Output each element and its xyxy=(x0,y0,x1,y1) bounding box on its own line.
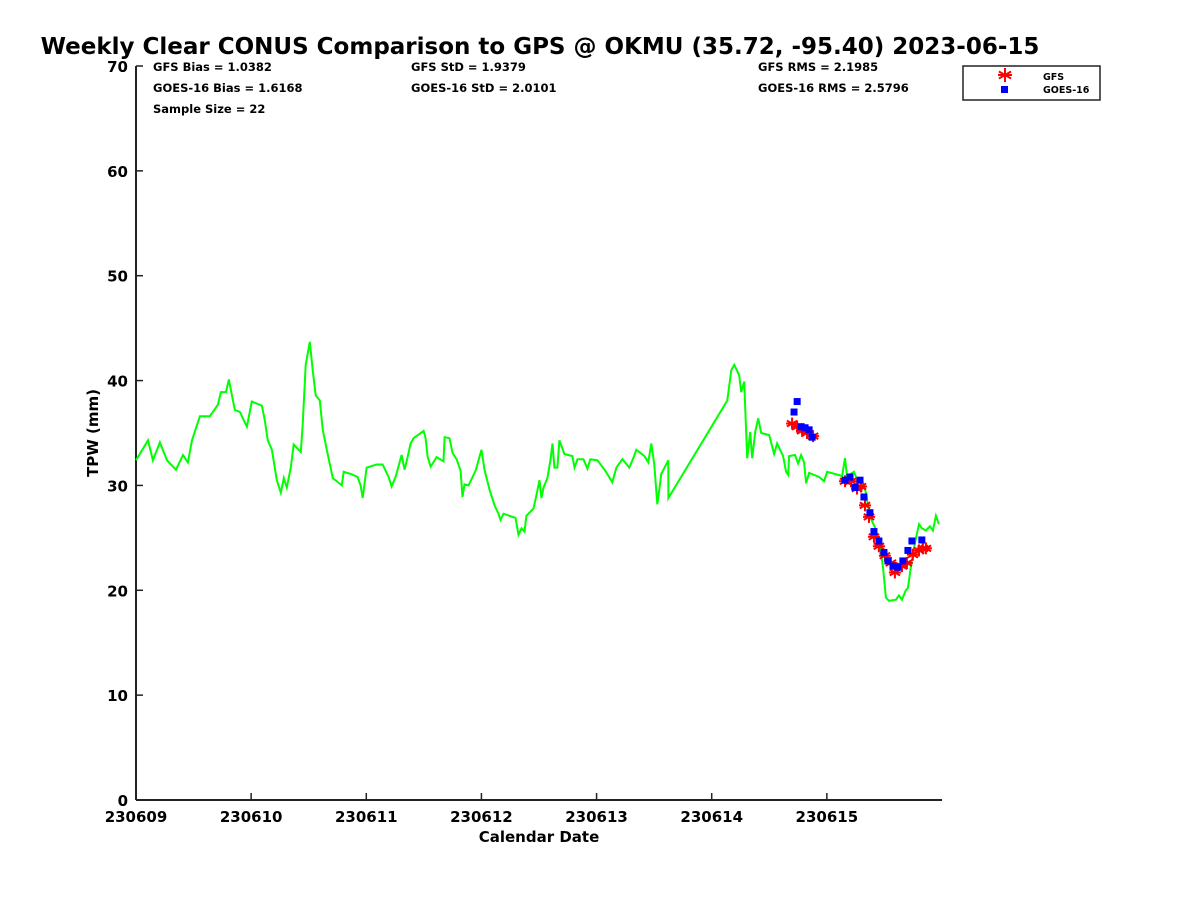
stat-text: GFS RMS = 2.1985 xyxy=(758,60,878,74)
goes16-point xyxy=(793,398,801,406)
y-tick-label: 30 xyxy=(107,477,128,495)
goes16-point xyxy=(805,426,813,434)
stat-text: GOES-16 StD = 2.0101 xyxy=(411,81,556,95)
legend-star xyxy=(998,68,1012,82)
goes16-point xyxy=(846,473,854,481)
x-tick-label: 230609 xyxy=(105,808,168,826)
goes16-point xyxy=(801,424,809,432)
y-tick-label: 20 xyxy=(107,582,128,600)
y-tick-label: 60 xyxy=(107,163,128,181)
goes16-point xyxy=(851,484,859,492)
stat-text: Sample Size = 22 xyxy=(153,102,265,116)
stat-text: GOES-16 RMS = 2.5796 xyxy=(758,81,909,95)
stat-text: GOES-16 Bias = 1.6168 xyxy=(153,81,302,95)
y-tick-label: 0 xyxy=(118,792,128,810)
goes16-point xyxy=(808,433,816,441)
x-axis-label: Calendar Date xyxy=(479,828,600,846)
goes16-point xyxy=(860,493,868,501)
stat-text: GFS StD = 1.9379 xyxy=(411,60,526,74)
gfs-point xyxy=(919,542,932,555)
y-tick-label: 10 xyxy=(107,687,128,705)
legend-goes16-marker xyxy=(1001,86,1008,93)
gps-line xyxy=(135,341,940,602)
goes16-point xyxy=(870,528,878,536)
series-gfs xyxy=(786,417,932,579)
series-goes16 xyxy=(790,398,926,571)
goes16-point xyxy=(904,546,912,554)
x-tick-label: 230611 xyxy=(335,808,398,826)
x-tick-label: 230612 xyxy=(450,808,513,826)
legend-gfs-marker xyxy=(998,68,1012,82)
goes16-point xyxy=(797,423,805,431)
y-axis-label: TPW (mm) xyxy=(84,389,102,477)
goes16-point xyxy=(899,557,907,565)
goes16-point xyxy=(889,562,897,570)
goes16-point xyxy=(918,536,926,544)
y-tick-label: 70 xyxy=(107,58,128,76)
x-tick-label: 230615 xyxy=(796,808,859,826)
legend-box xyxy=(962,65,1101,101)
goes16-point xyxy=(875,537,883,545)
goes16-point xyxy=(894,563,902,571)
stat-text: GFS Bias = 1.0382 xyxy=(153,60,272,74)
goes16-point xyxy=(841,476,849,484)
y-tick-label: 40 xyxy=(107,373,128,391)
legend-gfs-label: GFS xyxy=(1043,72,1064,83)
goes16-point xyxy=(908,537,916,545)
stats-block: GFS Bias = 1.0382 GFS StD = 1.9379 GFS RMS… xyxy=(153,60,909,116)
axes: 0 10 20 30 40 50 60 70 230609 230610 230611 230612 2… xyxy=(105,58,942,826)
goes16-point xyxy=(884,557,892,565)
series-gps xyxy=(135,341,940,602)
y-tick-label: 50 xyxy=(107,268,128,286)
goes16-point xyxy=(790,408,798,416)
legend: GFS GOES-16 xyxy=(962,65,1101,101)
gfs-point xyxy=(858,499,871,512)
x-tick-label: 230614 xyxy=(680,808,743,826)
goes16-point xyxy=(866,509,874,517)
legend-goes16-label: GOES-16 xyxy=(1043,85,1090,96)
chart-title: Weekly Clear CONUS Comparison to GPS @ O… xyxy=(41,34,1040,60)
goes16-point xyxy=(880,549,888,557)
x-tick-label: 230613 xyxy=(565,808,628,826)
goes16-point xyxy=(856,476,864,484)
gfs-point xyxy=(888,566,901,579)
x-tick-label: 230610 xyxy=(220,808,283,826)
